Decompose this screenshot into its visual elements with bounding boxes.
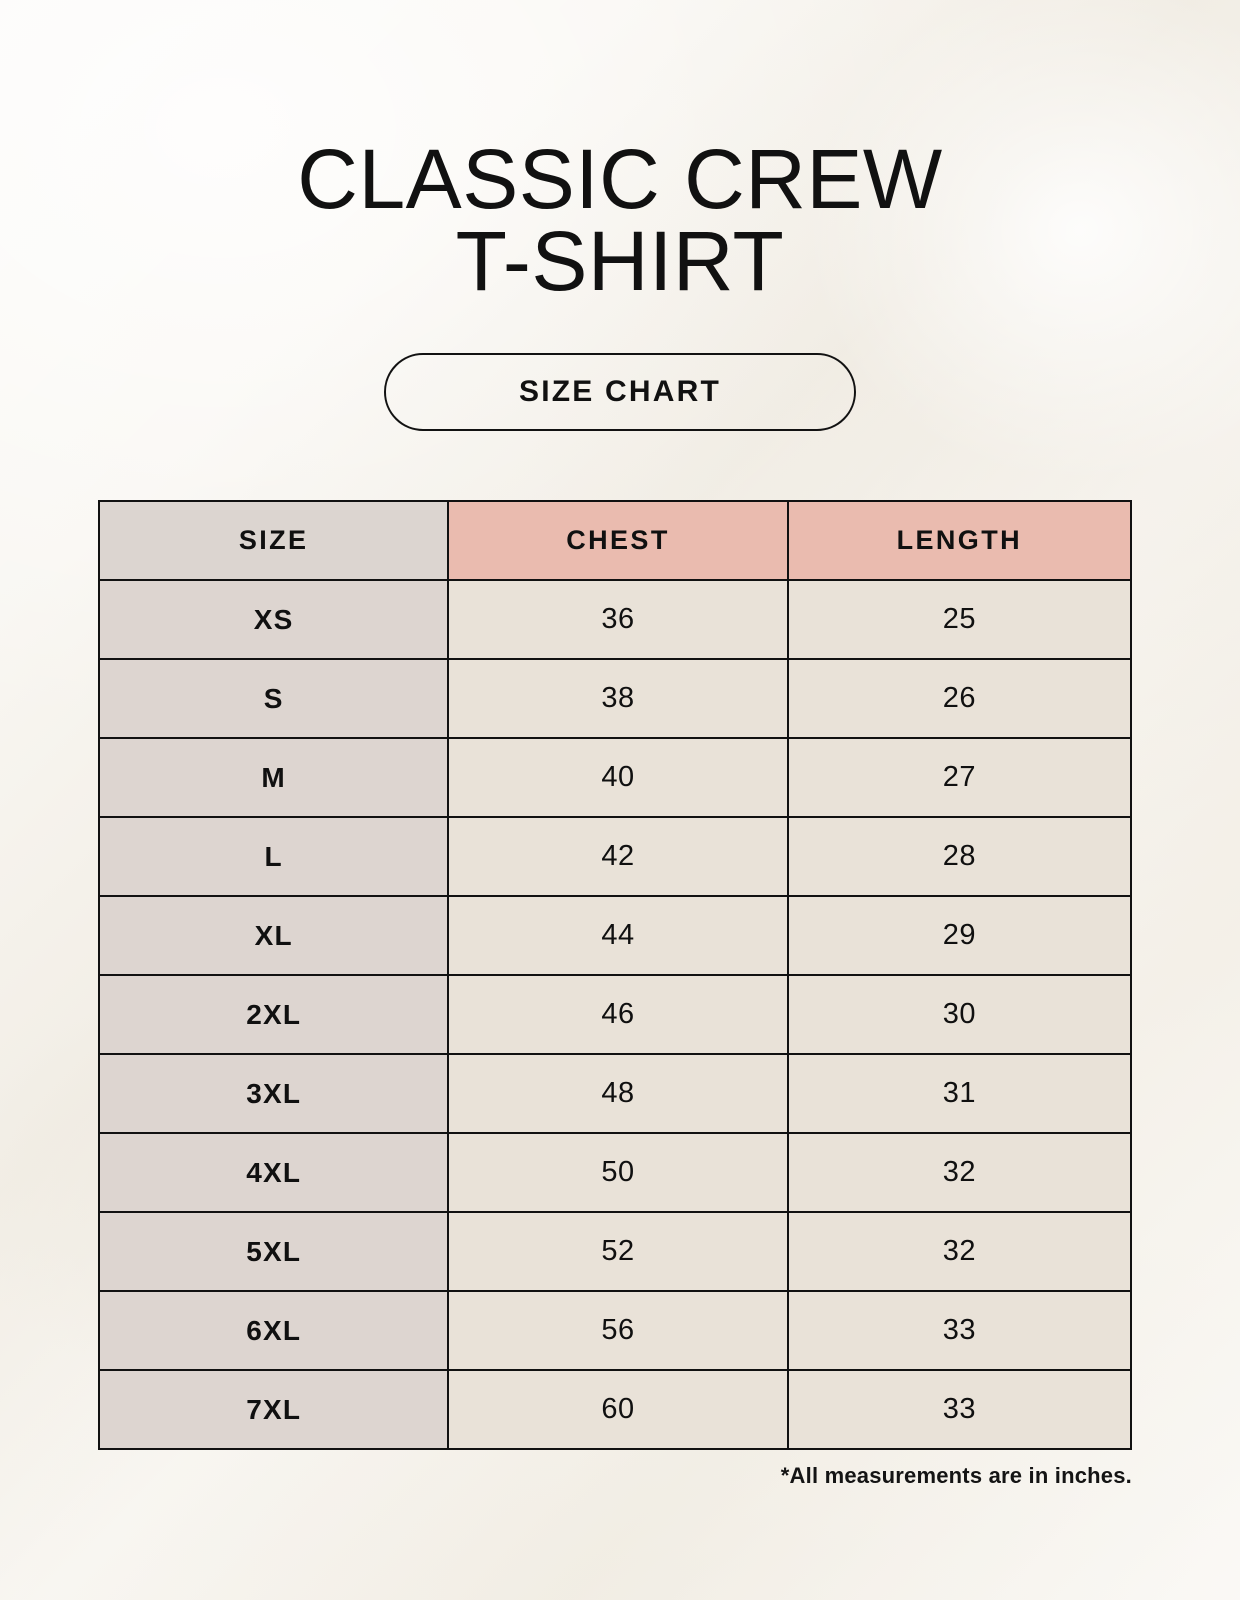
page-title: CLASSIC CREW T-SHIRT [297, 132, 943, 309]
table-row: XL 44 29 [97, 895, 1133, 976]
cell-chest: 50 [447, 1132, 789, 1213]
cell-chest: 60 [447, 1369, 789, 1450]
cell-length: 33 [786, 1290, 1133, 1371]
cell-size: XS [97, 579, 450, 660]
cell-chest: 38 [447, 658, 789, 739]
cell-size: L [97, 816, 450, 897]
cell-length: 30 [786, 974, 1133, 1055]
size-table-head: SIZE CHEST LENGTH [97, 500, 1133, 581]
cell-chest: 44 [447, 895, 789, 976]
size-table-body: XS 36 25 S 38 26 M 40 27 L 42 28 XL 44 29 2XL 46 30 3XL 48 3… [97, 579, 1133, 1450]
table-row: L 42 28 [97, 816, 1133, 897]
cell-size: S [97, 658, 450, 739]
cell-size: 4XL [97, 1132, 450, 1213]
size-table-container: SIZE CHEST LENGTH XS 36 25 S 38 26 M 40 27 L 42 28 X… [97, 500, 1133, 1450]
table-row: 3XL 48 31 [97, 1053, 1133, 1134]
cell-chest: 42 [447, 816, 789, 897]
cell-chest: 36 [447, 579, 789, 660]
cell-length: 29 [786, 895, 1133, 976]
cell-chest: 56 [447, 1290, 789, 1371]
cell-size: 7XL [97, 1369, 450, 1450]
cell-length: 26 [786, 658, 1133, 739]
cell-length: 25 [786, 579, 1133, 660]
cell-chest: 48 [447, 1053, 789, 1134]
table-row: 5XL 52 32 [97, 1211, 1133, 1292]
cell-length: 31 [786, 1053, 1133, 1134]
cell-chest: 52 [447, 1211, 789, 1292]
column-header-length: LENGTH [786, 500, 1133, 581]
cell-size: 2XL [97, 974, 450, 1055]
measurements-footnote: *All measurements are in inches. [780, 1463, 1132, 1488]
size-chart-badge: SIZE CHART [384, 353, 856, 431]
cell-size: M [97, 737, 450, 818]
cell-chest: 46 [447, 974, 789, 1055]
table-row: 2XL 46 30 [97, 974, 1133, 1055]
cell-chest: 40 [447, 737, 789, 818]
cell-size: 3XL [97, 1053, 450, 1134]
table-row: XS 36 25 [97, 579, 1133, 660]
cell-size: 5XL [97, 1211, 450, 1292]
cell-length: 33 [786, 1369, 1133, 1450]
table-row: M 40 27 [97, 737, 1133, 818]
badge-container: SIZE CHART [0, 353, 1240, 431]
cell-length: 28 [786, 816, 1133, 897]
cell-size: 6XL [97, 1290, 450, 1371]
cell-length: 32 [786, 1132, 1133, 1213]
cell-length: 27 [786, 737, 1133, 818]
column-header-size: SIZE [97, 500, 450, 581]
cell-length: 32 [786, 1211, 1133, 1292]
table-row: 7XL 60 33 [97, 1369, 1133, 1450]
size-table: SIZE CHEST LENGTH XS 36 25 S 38 26 M 40 27 L 42 28 X… [97, 500, 1133, 1450]
column-header-chest: CHEST [447, 500, 789, 581]
table-row: 4XL 50 32 [97, 1132, 1133, 1213]
cell-size: XL [97, 895, 450, 976]
table-header-row: SIZE CHEST LENGTH [97, 500, 1133, 581]
table-row: 6XL 56 33 [97, 1290, 1133, 1371]
table-row: S 38 26 [97, 658, 1133, 739]
